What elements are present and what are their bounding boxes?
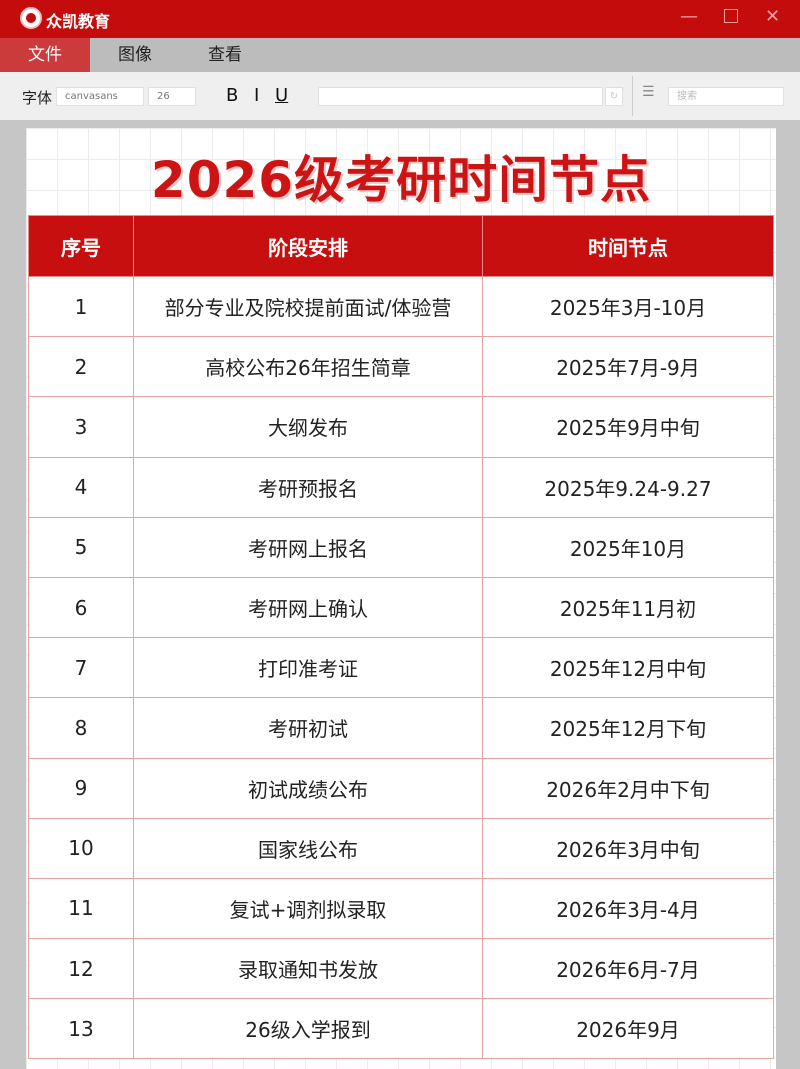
cell-stage: 大纲发布 xyxy=(133,396,483,458)
table-row: 6 考研网上确认 2025年11月初 xyxy=(28,576,774,639)
cell-time: 2025年9.24-9.27 xyxy=(482,456,774,518)
cell-time: 2026年3月-4月 xyxy=(482,877,774,940)
text-input[interactable] xyxy=(318,87,603,106)
table-row: 1 部分专业及院校提前面试/体验营 2025年3月-10月 xyxy=(28,275,774,338)
table-row: 5 考研网上报名 2025年10月 xyxy=(28,516,774,578)
cell-stage: 26级入学报到 xyxy=(133,998,483,1060)
header-time: 时间节点 xyxy=(482,215,774,277)
page-title: 2026级考研时间节点 xyxy=(150,151,652,209)
logo-icon xyxy=(20,7,42,29)
font-label: 字体 xyxy=(22,89,53,107)
table-row: 7 打印准考证 2025年12月中旬 xyxy=(28,637,774,699)
close-button[interactable]: ✕ xyxy=(765,6,781,27)
cell-index: 7 xyxy=(28,637,134,699)
cell-time: 2025年12月下旬 xyxy=(482,697,774,759)
app-title: 众凯教育 xyxy=(46,12,111,31)
divider xyxy=(632,76,633,116)
cell-time: 2026年3月中旬 xyxy=(482,817,774,879)
bold-button[interactable]: B xyxy=(226,85,239,106)
refresh-icon[interactable]: ↻ xyxy=(605,87,623,106)
table-row: 10 国家线公布 2026年3月中旬 xyxy=(28,817,774,879)
cell-index: 11 xyxy=(28,877,134,940)
table-row: 13 26级入学报到 2026年9月 xyxy=(28,998,774,1060)
maximize-button[interactable] xyxy=(724,9,738,23)
header-stage: 阶段安排 xyxy=(133,215,483,277)
schedule-table: 序号 阶段安排 时间节点 1 部分专业及院校提前面试/体验营 2025年3月-10月… xyxy=(28,215,774,1060)
cell-index: 13 xyxy=(28,998,134,1060)
table-row: 2 高校公布26年招生简章 2025年7月-9月 xyxy=(28,336,774,398)
cell-index: 1 xyxy=(28,275,134,338)
cell-index: 5 xyxy=(28,516,134,578)
cell-stage: 考研预报名 xyxy=(133,456,483,518)
cell-time: 2025年11月初 xyxy=(482,576,774,639)
cell-stage: 考研初试 xyxy=(133,697,483,759)
menu-image[interactable]: 图像 xyxy=(118,45,152,65)
table-row: 3 大纲发布 2025年9月中旬 xyxy=(28,396,774,458)
title-bar: 众凯教育 — ✕ xyxy=(0,0,800,38)
document-canvas: 2026级考研时间节点 序号 阶段安排 时间节点 1 部分专业及院校提前面试/体验… xyxy=(26,128,776,1069)
search-input[interactable]: 搜索 xyxy=(668,87,784,106)
cell-index: 2 xyxy=(28,336,134,398)
cell-index: 4 xyxy=(28,456,134,518)
cell-time: 2026年2月中下旬 xyxy=(482,757,774,819)
italic-button[interactable]: I xyxy=(254,85,260,106)
cell-stage: 高校公布26年招生简章 xyxy=(133,336,483,398)
header-index: 序号 xyxy=(28,215,134,277)
cell-index: 6 xyxy=(28,576,134,639)
cell-time: 2025年12月中旬 xyxy=(482,637,774,699)
cell-stage: 录取通知书发放 xyxy=(133,938,483,1000)
minimize-button[interactable]: — xyxy=(680,6,698,27)
font-select[interactable]: canvasans xyxy=(56,87,144,106)
cell-stage: 部分专业及院校提前面试/体验营 xyxy=(133,275,483,338)
table-row: 11 复试+调剂拟录取 2026年3月-4月 xyxy=(28,877,774,940)
cell-time: 2025年7月-9月 xyxy=(482,336,774,398)
table-row: 8 考研初试 2025年12月下旬 xyxy=(28,697,774,759)
menu-view[interactable]: 查看 xyxy=(208,45,242,65)
cell-index: 10 xyxy=(28,817,134,879)
cell-stage: 打印准考证 xyxy=(133,637,483,699)
cell-time: 2025年3月-10月 xyxy=(482,275,774,338)
cell-time: 2026年6月-7月 xyxy=(482,938,774,1000)
cell-index: 9 xyxy=(28,757,134,819)
table-row: 12 录取通知书发放 2026年6月-7月 xyxy=(28,938,774,1000)
cell-time: 2025年9月中旬 xyxy=(482,396,774,458)
list-icon[interactable]: ☰ xyxy=(642,84,655,100)
toolbar: 字体 canvasans 26 B I U ↻ ☰ 搜索 xyxy=(0,72,800,120)
cell-stage: 考研网上报名 xyxy=(133,516,483,578)
menu-file[interactable]: 文件 xyxy=(0,38,90,72)
cell-stage: 初试成绩公布 xyxy=(133,757,483,819)
cell-stage: 考研网上确认 xyxy=(133,576,483,639)
cell-index: 8 xyxy=(28,697,134,759)
cell-time: 2026年9月 xyxy=(482,998,774,1060)
cell-time: 2025年10月 xyxy=(482,516,774,578)
table-row: 4 考研预报名 2025年9.24-9.27 xyxy=(28,456,774,518)
menu-bar: 文件 图像 查看 xyxy=(0,38,800,72)
cell-stage: 复试+调剂拟录取 xyxy=(133,877,483,940)
cell-index: 12 xyxy=(28,938,134,1000)
table-row: 9 初试成绩公布 2026年2月中下旬 xyxy=(28,757,774,819)
underline-button[interactable]: U xyxy=(275,85,289,106)
size-select[interactable]: 26 xyxy=(148,87,196,106)
cell-index: 3 xyxy=(28,396,134,458)
cell-stage: 国家线公布 xyxy=(133,817,483,879)
